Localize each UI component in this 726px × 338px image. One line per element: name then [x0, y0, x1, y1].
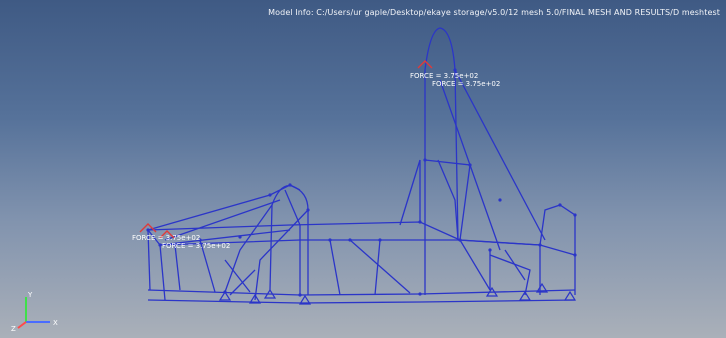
z-axis-label: Z — [11, 325, 16, 332]
force-label-3: FORCE = 3.75e+02 — [410, 72, 478, 80]
x-axis-label: X — [53, 319, 58, 327]
mesh-nodes — [146, 68, 577, 297]
y-axis-label: Y — [27, 291, 33, 299]
force-label-4: FORCE = 3.75e+02 — [432, 80, 500, 88]
force-markers — [139, 60, 433, 239]
model-info-text: Model Info: C:/Users/ur gaple/Desktop/ek… — [268, 8, 720, 17]
axis-triad: Y X Z — [11, 291, 58, 332]
constraint-markers — [218, 282, 577, 305]
force-label-1: FORCE = 3.75e+02 — [132, 234, 200, 242]
force-label-2: FORCE = 3.75e+02 — [162, 242, 230, 250]
force-labels: FORCE = 3.75e+02 FORCE = 3.75e+02 FORCE … — [132, 72, 500, 250]
z-axis-line — [17, 321, 27, 329]
frame-members — [147, 27, 576, 304]
